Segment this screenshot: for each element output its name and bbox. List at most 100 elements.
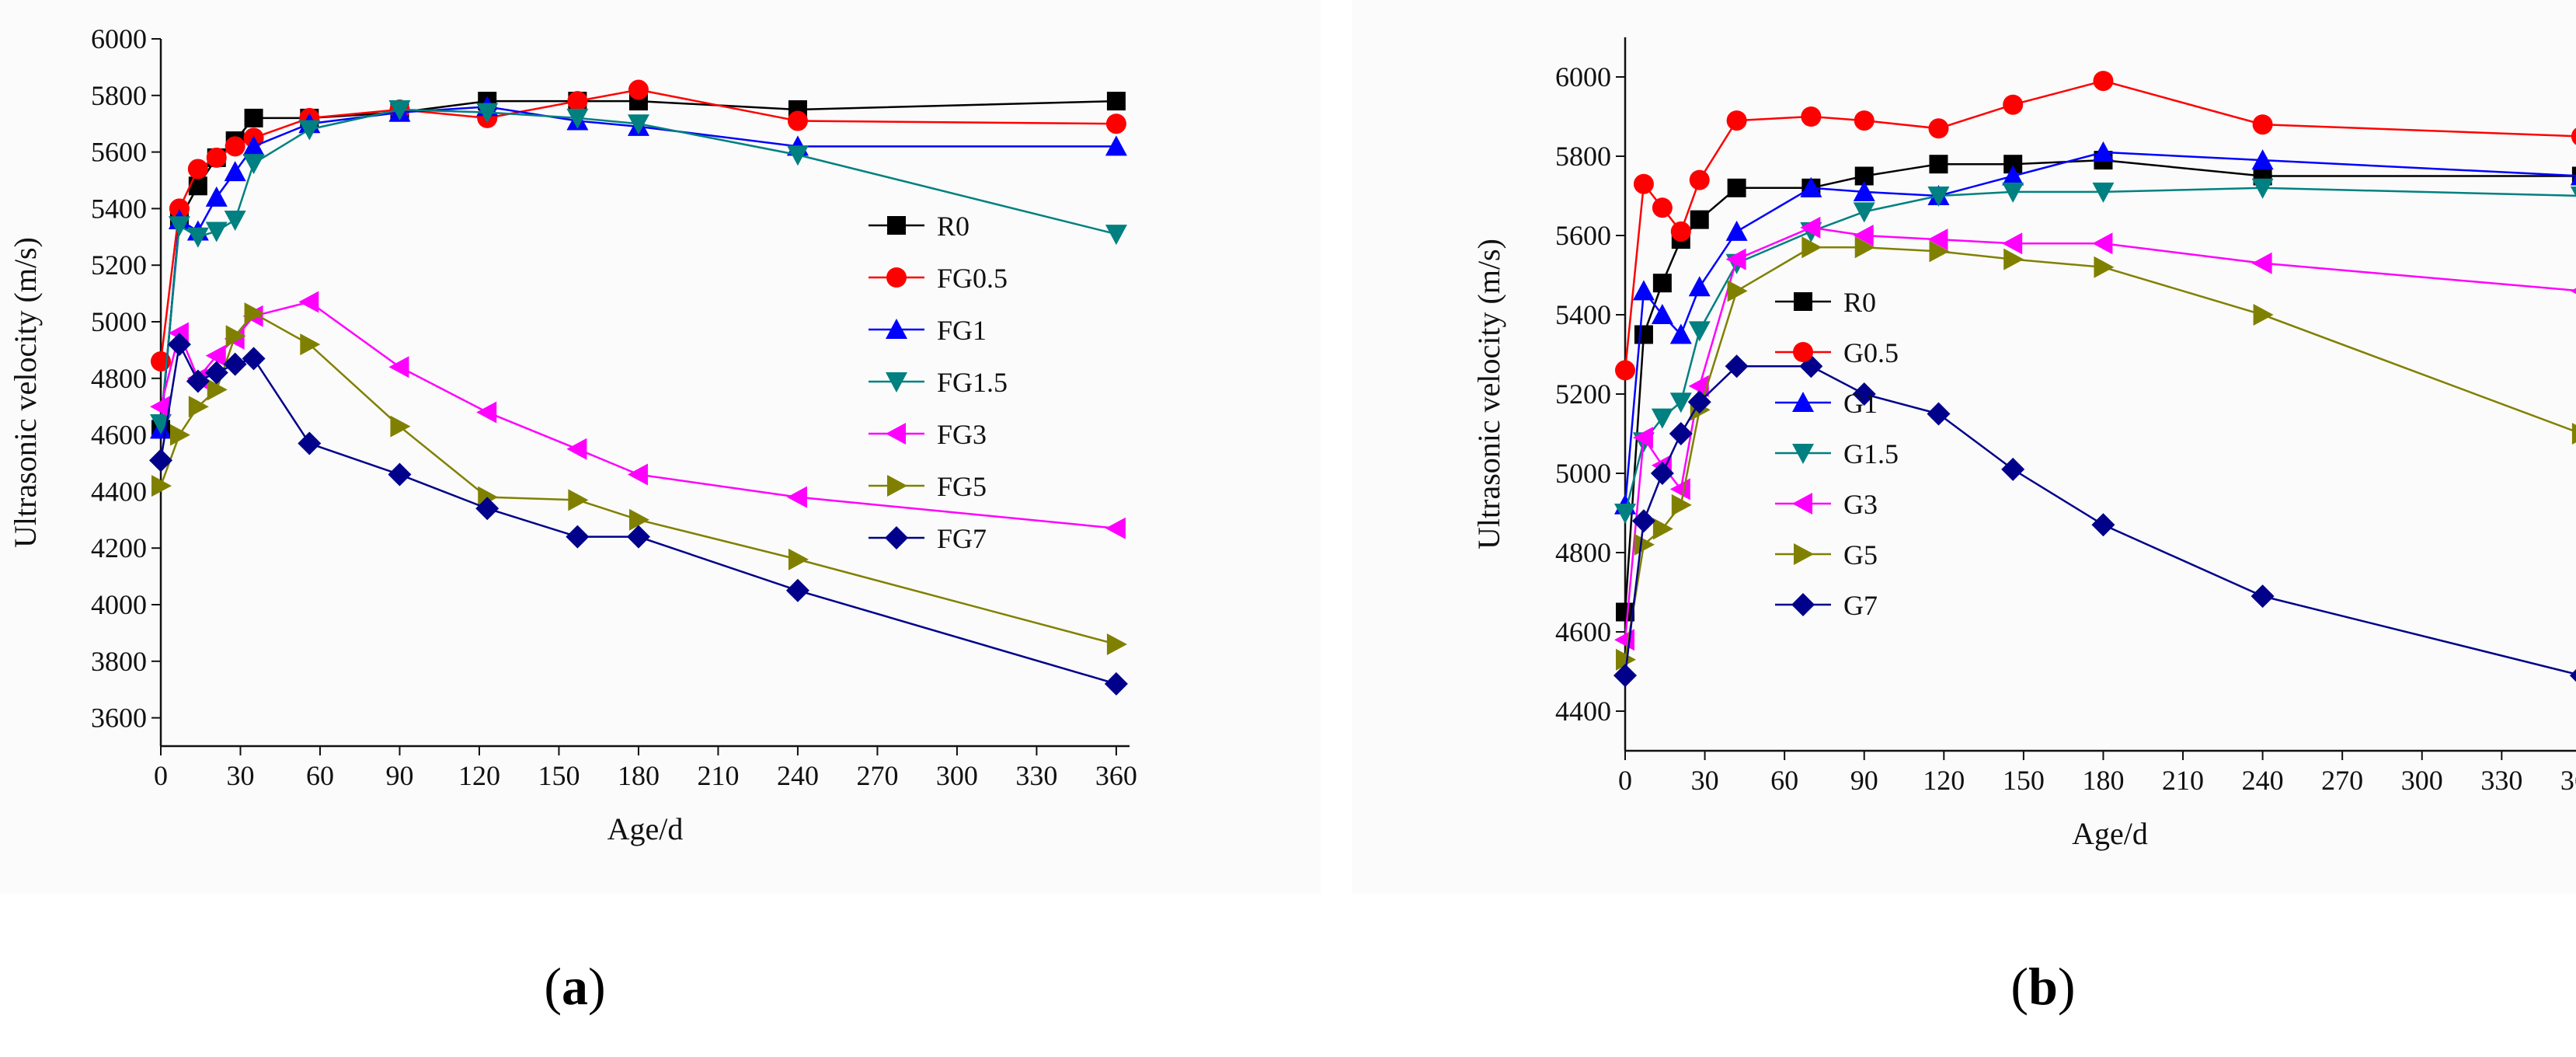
legend-marker-R0: [1794, 292, 1812, 311]
data-point-FG0.5: [787, 110, 808, 131]
x-tick-label-a: 30: [226, 760, 254, 791]
data-point-FG7: [242, 347, 266, 371]
x-tick-label-a: 300: [936, 760, 978, 791]
data-point-FG1.5: [150, 414, 172, 435]
y-tick-label-a: 5000: [91, 306, 147, 337]
legend-marker-G1.5: [1792, 444, 1814, 464]
y-tick-label-a: 4000: [91, 589, 147, 620]
data-point-G0.5: [1801, 106, 1822, 127]
data-point-G1: [1632, 280, 1655, 301]
data-point-G7: [1631, 509, 1655, 533]
legend-label-FG1.5: FG1.5: [937, 367, 1008, 398]
x-tick-label-b: 90: [1850, 765, 1878, 796]
data-point-FG0.5: [169, 198, 190, 219]
y-tick-label-b: 4400: [1555, 696, 1611, 727]
x-tick-label-a: 60: [306, 760, 334, 791]
x-tick-label-a: 240: [777, 760, 819, 791]
data-point-FG1.5: [186, 227, 209, 248]
y-tick-label-b: 5400: [1555, 299, 1611, 330]
data-point-FG0.5: [628, 79, 649, 100]
data-point-FG3: [786, 486, 807, 508]
y-tick-label-a: 3600: [91, 703, 147, 734]
data-point-FG5: [568, 489, 589, 511]
data-point-G0.5: [1652, 197, 1673, 218]
x-tick-label-b: 270: [2321, 765, 2363, 796]
x-tick-label-b: 150: [2003, 765, 2045, 796]
x-tick-label-a: 0: [154, 760, 168, 791]
legend-label-FG5: FG5: [937, 471, 987, 502]
data-point-FG0.5: [206, 147, 227, 168]
data-point-FG7: [566, 525, 590, 549]
x-tick-label-b: 360: [2560, 765, 2576, 796]
legend-a: R0 FG0.5 FG1 FG1.5 FG3 FG5 FG7: [869, 211, 1008, 554]
data-point-FG3: [388, 356, 409, 378]
data-point-G3: [2251, 252, 2272, 274]
data-point-G0.5: [2003, 94, 2024, 115]
data-point-FG7: [186, 369, 210, 393]
data-point-G7: [2001, 457, 2025, 481]
legend-label-G7: G7: [1843, 590, 1878, 621]
data-point-G5: [1727, 280, 1748, 302]
legend-label-FG3: FG3: [937, 419, 987, 450]
series-line-R0: [1624, 159, 2576, 612]
data-point-FG3: [476, 401, 497, 424]
data-point-G0.5: [1615, 360, 1635, 381]
data-point-G3: [1725, 248, 1746, 270]
data-point-G3: [1688, 375, 1709, 397]
y-tick-label-b: 5200: [1555, 378, 1611, 410]
data-point-G0.5: [2093, 71, 2114, 92]
x-tick-label-a: 210: [697, 760, 739, 791]
legend-marker-G1: [1792, 392, 1814, 412]
data-point-G1: [2002, 165, 2024, 186]
x-tick-label-a: 270: [856, 760, 898, 791]
x-tick-label-b: 210: [2162, 765, 2204, 796]
data-point-G3: [1800, 216, 1821, 239]
data-point-G3: [2092, 232, 2113, 255]
data-point-FG3: [566, 438, 587, 460]
data-point-G0.5: [1689, 169, 1710, 190]
data-point-FG1.5: [242, 154, 265, 175]
data-point-G7: [1613, 664, 1637, 688]
y-tick-label-a: 3800: [91, 646, 147, 677]
series-R0: [1616, 151, 2576, 622]
data-point-G5: [2003, 248, 2024, 270]
data-point-G1.5: [1669, 392, 1692, 413]
y-tick-label-b: 5600: [1555, 220, 1611, 251]
series-G3: [1614, 216, 2576, 651]
data-point-FG0.5: [1105, 113, 1126, 134]
data-point-G1: [1800, 176, 1822, 197]
data-point-G1: [1688, 276, 1711, 297]
y-tick-label-b: 5000: [1555, 458, 1611, 489]
data-point-FG1.5: [224, 210, 246, 231]
data-point-FG1.5: [205, 222, 228, 242]
y-tick-label-b: 4600: [1555, 616, 1611, 647]
data-point-FG1: [205, 186, 228, 207]
data-point-FG5: [628, 508, 649, 531]
y-tick-label-a: 4800: [91, 363, 147, 394]
data-point-R0: [244, 108, 263, 127]
data-point-FG1: [242, 135, 265, 156]
data-point-FG7: [298, 431, 322, 455]
x-tick-label-b: 120: [1923, 765, 1965, 796]
caption-a-letter: a: [562, 957, 588, 1016]
data-point-G7: [1650, 462, 1674, 485]
x-tick-label-a: 180: [618, 760, 660, 791]
data-point-FG5: [1106, 633, 1127, 655]
data-point-FG1.5: [566, 108, 589, 129]
data-point-G5: [1929, 240, 1950, 263]
data-point-R0: [1652, 274, 1672, 293]
y-tick-label-a: 5600: [91, 137, 147, 168]
y-axis-label-a: Ultrasonic velocity (m/s): [8, 237, 43, 548]
data-point-R0: [1690, 210, 1709, 229]
y-tick-label-b: 6000: [1555, 61, 1611, 92]
data-point-G1.5: [1927, 187, 1950, 207]
data-point-G5: [1671, 494, 1692, 516]
data-point-G1: [1853, 180, 1875, 201]
series-G1: [1614, 141, 2576, 515]
data-point-FG3: [627, 463, 648, 486]
data-point-FG1: [1105, 135, 1127, 156]
legend-marker-FG1: [886, 319, 907, 339]
data-point-G7: [2251, 584, 2275, 609]
data-point-G1.5: [1651, 408, 1673, 429]
data-point-G5: [2253, 304, 2274, 326]
